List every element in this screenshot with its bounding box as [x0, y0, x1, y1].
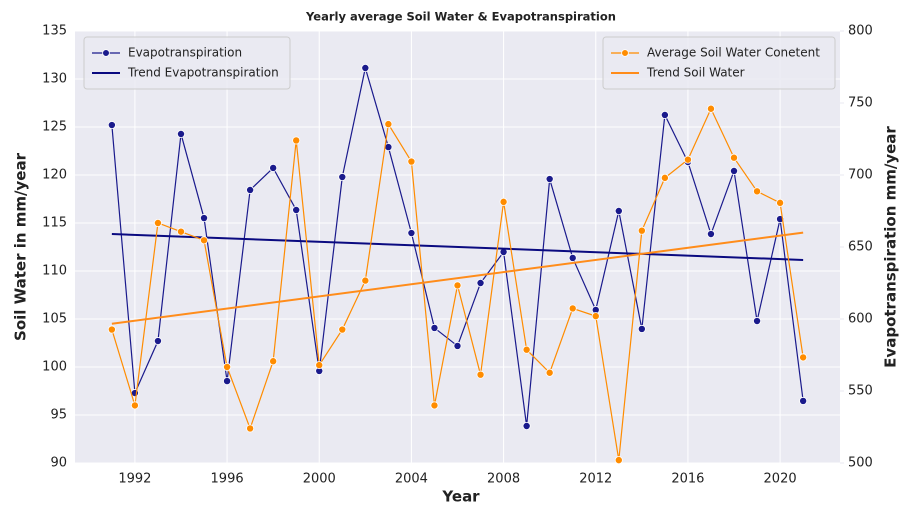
legend-box — [83, 36, 291, 90]
x-tick-label: 1992 — [118, 472, 151, 487]
y2-tick-label: 750 — [848, 96, 873, 111]
x-axis-label: Year — [441, 488, 480, 506]
y-tick-label: 120 — [42, 168, 67, 183]
legend-box — [602, 36, 836, 90]
point — [499, 197, 508, 206]
y2-tick-label: 700 — [848, 168, 873, 183]
point — [176, 129, 185, 138]
legend-label: Trend Soil Water — [646, 66, 745, 80]
y2-tick-label: 600 — [848, 312, 873, 327]
legend: Average Soil Water Conetent Trend Soil Wa… — [602, 36, 836, 90]
point — [706, 230, 715, 239]
point — [107, 121, 116, 130]
point — [176, 227, 185, 236]
point — [430, 401, 439, 410]
point — [683, 155, 692, 164]
y-tick-label: 90 — [50, 456, 67, 471]
point — [730, 166, 739, 175]
x-tick-label: 2004 — [395, 472, 428, 487]
legend-label: Evapotranspiration — [128, 46, 242, 60]
point — [799, 396, 808, 405]
point — [453, 341, 462, 350]
point — [407, 157, 416, 166]
point — [130, 401, 139, 410]
point — [338, 325, 347, 334]
legend-marker — [621, 49, 629, 57]
point — [476, 278, 485, 287]
point — [660, 110, 669, 119]
point — [361, 276, 370, 285]
point — [269, 163, 278, 172]
point — [200, 214, 209, 223]
legend: Evapotranspiration Trend Evapotranspirati… — [83, 36, 291, 90]
point — [660, 173, 669, 182]
point — [430, 323, 439, 332]
x-tick-label: 2000 — [303, 472, 336, 487]
point — [753, 317, 762, 326]
trend-line — [111, 231, 804, 325]
point — [776, 198, 785, 207]
point — [338, 173, 347, 182]
y-tick-label: 115 — [42, 216, 67, 231]
point — [453, 281, 462, 290]
y2-axis-label: Evapotranspiration mm/year — [882, 126, 900, 368]
y-tick-label: 95 — [50, 408, 67, 423]
y-axis-label: Soil Water in mm/year — [12, 152, 30, 341]
legend-label: Average Soil Water Conetent — [647, 46, 820, 60]
x-tick-label: 2020 — [764, 472, 797, 487]
x-tick-label: 2008 — [487, 472, 520, 487]
y2-tick-label: 800 — [848, 24, 873, 39]
y-tick-label: 100 — [42, 360, 67, 375]
point — [522, 421, 531, 430]
point — [591, 312, 600, 321]
point — [246, 424, 255, 433]
x-tick-label: 2012 — [579, 472, 612, 487]
y2-tick-label: 550 — [848, 384, 873, 399]
point — [292, 205, 301, 214]
y2-tick-label: 650 — [848, 240, 873, 255]
point — [153, 337, 162, 346]
point — [107, 325, 116, 334]
point — [568, 304, 577, 313]
point — [614, 206, 623, 215]
point — [200, 236, 209, 245]
point — [153, 218, 162, 227]
point — [292, 136, 301, 145]
point — [269, 357, 278, 366]
point — [384, 120, 393, 129]
trend-line — [111, 233, 804, 261]
y-tick-label: 110 — [42, 264, 67, 279]
point — [522, 345, 531, 354]
y-tick-label: 135 — [42, 24, 67, 39]
point — [223, 362, 232, 371]
point — [637, 226, 646, 235]
y-tick-label: 125 — [42, 120, 67, 135]
point — [706, 104, 715, 113]
y2-tick-label: 500 — [848, 456, 873, 471]
chart-title: Yearly average Soil Water & Evapotranspi… — [305, 10, 616, 24]
point — [730, 153, 739, 162]
x-tick-label: 1996 — [211, 472, 244, 487]
point — [361, 64, 370, 73]
legend-label: Trend Evapotranspiration — [127, 66, 279, 80]
point — [315, 361, 324, 370]
point — [246, 185, 255, 194]
point — [545, 368, 554, 377]
point — [637, 324, 646, 333]
marks — [107, 64, 808, 465]
point — [799, 353, 808, 362]
legend-marker — [102, 49, 110, 57]
point — [407, 229, 416, 238]
x-tick-label: 2016 — [671, 472, 704, 487]
point — [568, 253, 577, 262]
point — [753, 187, 762, 196]
point — [545, 175, 554, 184]
point — [223, 377, 232, 386]
y-tick-label: 130 — [42, 72, 67, 87]
point — [614, 456, 623, 465]
y-tick-label: 105 — [42, 312, 67, 327]
point — [476, 370, 485, 379]
